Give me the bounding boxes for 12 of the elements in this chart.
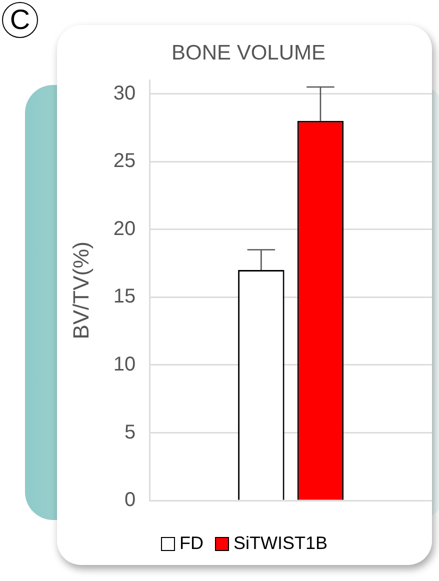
y-tick-label: 30 <box>113 82 136 104</box>
y-axis-title: BV/TV(%) <box>68 242 94 340</box>
y-tick-label: 10 <box>113 354 136 376</box>
y-tick-label: 15 <box>113 286 136 308</box>
y-tick-label: 0 <box>124 489 136 512</box>
legend-label: SiTWIST1B <box>233 533 328 554</box>
y-tick-label: 20 <box>113 218 136 240</box>
chart-title: BONE VOLUME <box>171 41 326 64</box>
text: FD <box>179 533 204 554</box>
y-tick-label: 25 <box>113 150 136 172</box>
text: C <box>2 2 38 38</box>
y-tick-label: 5 <box>124 421 136 444</box>
